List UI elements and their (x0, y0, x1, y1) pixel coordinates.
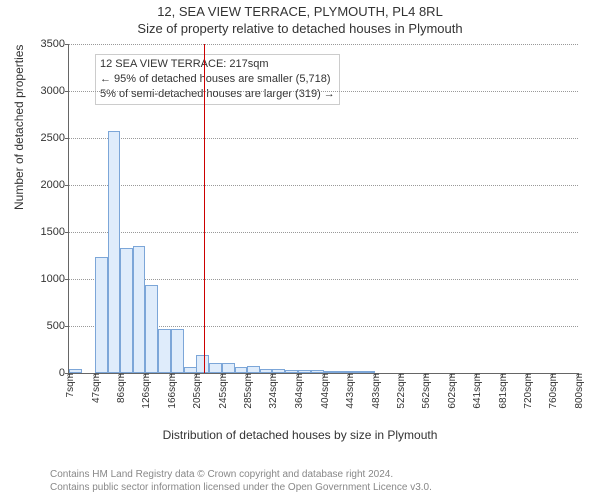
y-tick-mark (65, 44, 69, 45)
histogram-bar (95, 257, 108, 373)
x-tick-label: 364sqm (294, 373, 305, 409)
histogram-bar (158, 329, 171, 373)
footer-line-2: Contains public sector information licen… (50, 481, 432, 494)
x-tick-label: 126sqm (141, 373, 152, 409)
y-tick-mark (65, 326, 69, 327)
x-tick-label: 404sqm (320, 373, 331, 409)
histogram-bar (222, 363, 235, 373)
x-tick-label: 522sqm (396, 373, 407, 409)
annotation-line-3: 5% of semi-detached houses are larger (3… (100, 87, 335, 102)
y-tick-mark (65, 185, 69, 186)
x-tick-label: 483sqm (371, 373, 382, 409)
annotation-line-1: 12 SEA VIEW TERRACE: 217sqm (100, 57, 335, 72)
y-tick-label: 1000 (25, 273, 69, 285)
histogram-bar (196, 355, 209, 373)
title-line-2: Size of property relative to detached ho… (0, 21, 600, 38)
footer: Contains HM Land Registry data © Crown c… (50, 468, 432, 494)
histogram-bar (171, 329, 184, 373)
x-axis-label: Distribution of detached houses by size … (0, 428, 600, 442)
gridline (69, 185, 578, 186)
y-tick-label: 1500 (25, 226, 69, 238)
gridline (69, 232, 578, 233)
chart-titles: 12, SEA VIEW TERRACE, PLYMOUTH, PL4 8RL … (0, 0, 600, 38)
histogram-bar (120, 248, 133, 373)
histogram-bar (145, 285, 158, 373)
footer-line-1: Contains HM Land Registry data © Crown c… (50, 468, 432, 481)
y-axis-label: Number of detached properties (12, 45, 26, 210)
plot: 12 SEA VIEW TERRACE: 217sqm ← 95% of det… (68, 44, 578, 374)
x-tick-label: 800sqm (574, 373, 585, 409)
y-tick-label: 500 (25, 320, 69, 332)
x-tick-label: 86sqm (116, 373, 127, 403)
marker-line (204, 44, 205, 373)
annotation-box: 12 SEA VIEW TERRACE: 217sqm ← 95% of det… (95, 54, 340, 105)
x-tick-label: 166sqm (167, 373, 178, 409)
y-tick-mark (65, 91, 69, 92)
histogram-bar (247, 366, 260, 373)
y-tick-label: 0 (25, 367, 69, 379)
x-tick-label: 7sqm (65, 373, 76, 397)
y-tick-label: 3500 (25, 38, 69, 50)
histogram-bar (108, 131, 121, 373)
gridline (69, 138, 578, 139)
x-tick-label: 681sqm (498, 373, 509, 409)
x-tick-label: 602sqm (447, 373, 458, 409)
x-tick-label: 324sqm (268, 373, 279, 409)
x-tick-label: 47sqm (91, 373, 102, 403)
y-tick-label: 3000 (25, 85, 69, 97)
annotation-line-2: ← 95% of detached houses are smaller (5,… (100, 72, 335, 87)
histogram-bar (209, 363, 222, 373)
y-tick-mark (65, 232, 69, 233)
y-tick-mark (65, 279, 69, 280)
plot-area: 12 SEA VIEW TERRACE: 217sqm ← 95% of det… (68, 44, 578, 374)
x-tick-label: 641sqm (472, 373, 483, 409)
y-tick-label: 2500 (25, 132, 69, 144)
histogram-bar (133, 246, 146, 373)
x-tick-label: 245sqm (218, 373, 229, 409)
gridline (69, 91, 578, 92)
title-line-1: 12, SEA VIEW TERRACE, PLYMOUTH, PL4 8RL (0, 4, 600, 21)
y-tick-label: 2000 (25, 179, 69, 191)
x-tick-label: 285sqm (243, 373, 254, 409)
y-tick-mark (65, 138, 69, 139)
x-tick-label: 562sqm (421, 373, 432, 409)
x-tick-label: 720sqm (523, 373, 534, 409)
x-tick-label: 760sqm (548, 373, 559, 409)
gridline (69, 44, 578, 45)
x-tick-label: 205sqm (192, 373, 203, 409)
x-tick-label: 443sqm (345, 373, 356, 409)
